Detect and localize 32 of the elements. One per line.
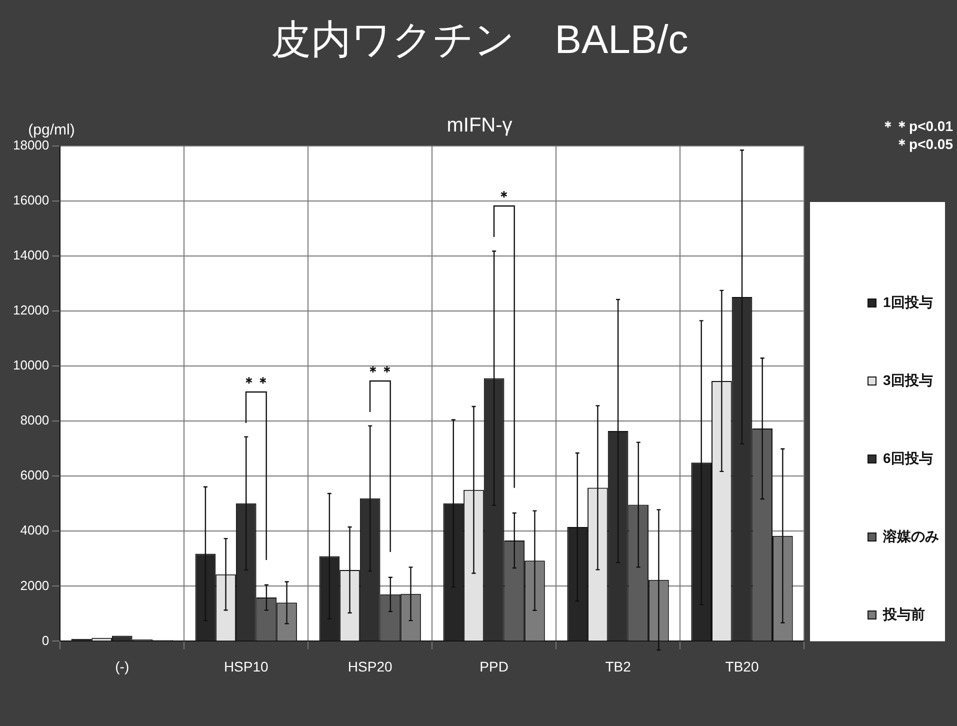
legend-label: 6回投与 [883,450,933,466]
x-tick-label: HSP20 [348,658,392,674]
significance-bracket: ＊ [490,188,518,488]
annotation: ＊＊ [366,362,394,379]
legend-label: 投与前 [882,606,925,622]
y-tick-label: 6000 [20,468,50,483]
y-tick-label: 0 [42,632,50,648]
x-tick-label: TB2 [605,658,632,674]
chart-subtitle: mIFN-γ [446,114,512,137]
legend-label: 1回投与 [883,294,933,310]
y-tick-label: 10000 [12,358,50,373]
y-axis-title: (pg/ml) [28,122,75,139]
significance-bracket: ＊＊ [242,374,270,560]
text: ＊＊p<0.01 [881,118,954,134]
x-tick-label: PPD [480,658,508,674]
y-tick-label: 16000 [12,192,50,208]
y-tick-label: 14000 [12,248,50,263]
y-tick-label: 2000 [20,578,50,593]
chart-title: 皮内ワクチン BALB/c [270,18,688,62]
annotation: ＊ [497,188,512,204]
legend-label: 3回投与 [883,372,933,388]
y-tick-label: 12000 [12,302,50,318]
x-tick-label: TB20 [725,658,759,674]
significance-bracket: ＊＊ [366,362,394,552]
annotation: ＊＊ [242,374,270,390]
y-tick-label: 18000 [12,138,50,153]
legend-label: 溶媒のみ [882,528,939,544]
y-tick-label: 4000 [20,522,50,538]
x-tick-label: HSP10 [224,658,269,674]
text: ＊p<0.05 [895,136,954,152]
y-tick-label: 8000 [20,412,50,428]
x-tick-label: (-) [115,658,130,674]
